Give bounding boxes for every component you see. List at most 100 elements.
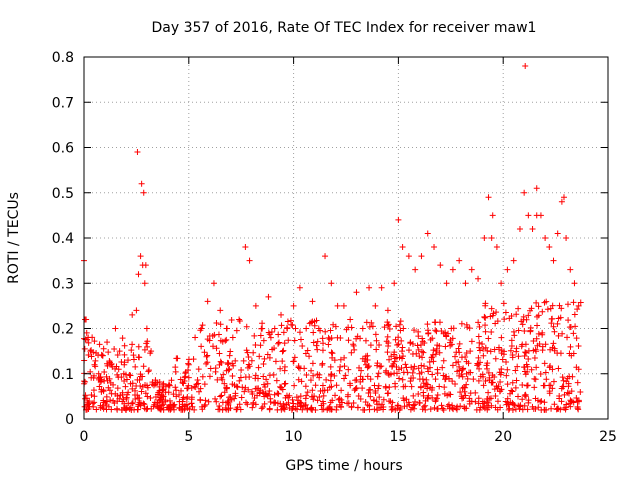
density-marker: [561, 404, 568, 411]
density-marker: [483, 395, 490, 402]
data-point: [563, 235, 570, 241]
density-marker: [202, 401, 209, 408]
density-marker: [281, 340, 288, 347]
density-marker: [420, 392, 427, 399]
density-marker: [251, 395, 258, 402]
density-marker: [227, 405, 234, 412]
density-marker: [226, 352, 233, 359]
density-marker: [430, 347, 437, 354]
density-marker: [447, 391, 454, 398]
density-marker: [101, 368, 108, 375]
density-marker: [224, 384, 231, 391]
x-axis-label: GPS time / hours: [285, 458, 402, 474]
density-marker: [480, 346, 487, 353]
density-marker: [547, 305, 554, 312]
density-marker: [185, 374, 192, 381]
density-marker: [399, 344, 406, 351]
density-marker: [105, 349, 112, 356]
density-marker: [509, 399, 516, 406]
density-marker: [96, 383, 103, 390]
density-marker: [447, 337, 454, 344]
density-marker: [521, 328, 528, 335]
density-marker: [542, 369, 549, 376]
density-marker: [198, 403, 205, 410]
density-marker: [218, 392, 225, 399]
y-tick-label: 0.2: [52, 322, 74, 338]
density-marker: [257, 342, 264, 349]
density-marker: [233, 383, 240, 390]
density-marker: [567, 403, 574, 410]
density-marker: [530, 338, 537, 345]
density-marker: [399, 376, 406, 383]
density-marker: [525, 312, 532, 319]
data-point: [571, 280, 578, 287]
density-marker: [308, 367, 315, 374]
density-marker: [365, 363, 372, 370]
density-marker: [177, 376, 184, 383]
density-marker: [389, 406, 396, 413]
density-marker: [392, 380, 399, 387]
density-marker: [480, 382, 487, 389]
density-marker: [270, 371, 277, 378]
density-marker: [384, 390, 391, 397]
data-point: [485, 194, 492, 201]
density-marker: [144, 393, 151, 400]
density-marker: [219, 338, 226, 345]
density-marker: [219, 399, 226, 406]
density-marker: [98, 351, 105, 358]
density-marker: [507, 347, 514, 354]
density-marker: [535, 330, 542, 337]
x-tick-label: 0: [80, 429, 89, 445]
density-marker: [243, 347, 250, 354]
data-point: [120, 370, 127, 377]
density-marker: [83, 329, 90, 336]
y-tick-label: 0.5: [52, 186, 74, 202]
density-marker: [248, 388, 255, 395]
data-point: [498, 280, 505, 287]
density-marker: [168, 377, 175, 384]
density-marker: [341, 354, 348, 361]
y-tick-label: 0.7: [52, 95, 74, 111]
density-marker: [527, 328, 534, 335]
density-marker: [173, 355, 180, 362]
data-point: [493, 244, 500, 251]
density-marker: [364, 356, 371, 363]
density-marker: [411, 327, 418, 334]
density-marker: [255, 364, 262, 371]
density-marker: [160, 380, 167, 387]
density-marker: [475, 395, 482, 402]
density-marker: [525, 355, 532, 362]
density-marker: [489, 372, 496, 379]
density-marker: [281, 402, 288, 409]
density-marker: [409, 369, 416, 376]
density-marker: [392, 355, 399, 362]
density-marker: [288, 406, 295, 413]
density-marker: [320, 340, 327, 347]
density-marker: [232, 390, 239, 397]
density-marker: [252, 372, 259, 379]
density-marker: [182, 370, 189, 377]
density-marker: [557, 350, 564, 357]
density-marker: [549, 344, 556, 351]
density-marker: [268, 328, 275, 335]
density-marker: [548, 405, 555, 412]
density-marker: [212, 365, 219, 372]
density-marker: [341, 375, 348, 382]
density-marker: [104, 360, 111, 367]
density-marker: [350, 342, 357, 349]
density-marker: [492, 320, 499, 327]
density-marker: [378, 363, 385, 370]
density-marker: [415, 365, 422, 372]
density-marker: [480, 373, 487, 380]
density-marker: [366, 402, 373, 409]
density-marker: [549, 366, 556, 373]
density-marker: [531, 354, 538, 361]
density-marker: [497, 371, 504, 378]
density-marker: [185, 360, 192, 367]
density-marker: [367, 376, 374, 383]
density-marker: [419, 348, 426, 355]
density-marker: [410, 402, 417, 409]
density-marker: [255, 385, 262, 392]
density-marker: [512, 384, 519, 391]
data-point: [95, 370, 102, 377]
